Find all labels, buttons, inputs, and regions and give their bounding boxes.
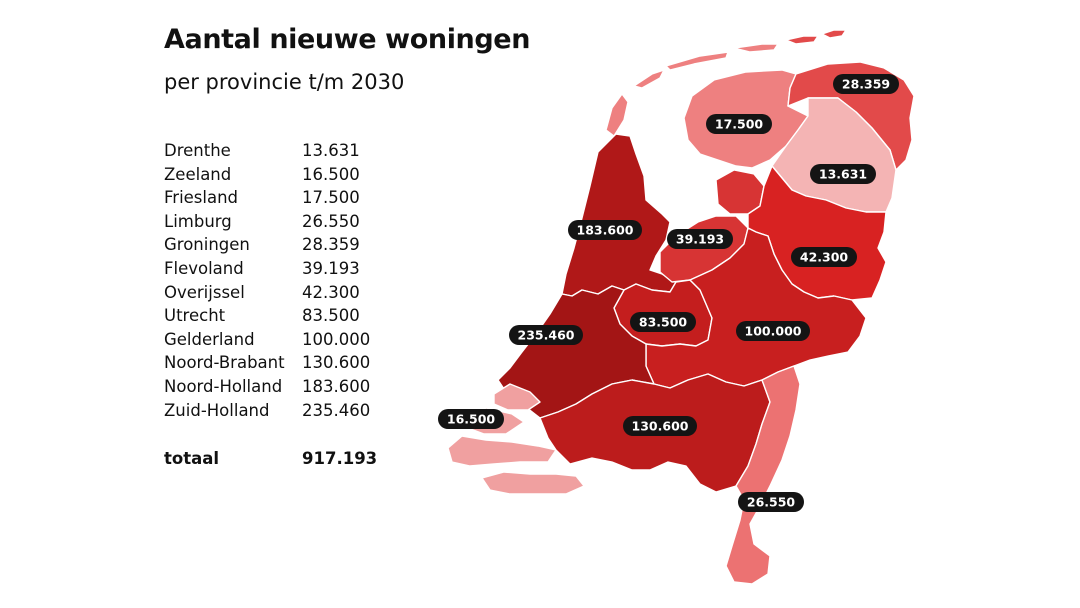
wadden-islands bbox=[605, 29, 847, 137]
map-label-text: 16.500 bbox=[447, 412, 496, 427]
map-label-text: 39.193 bbox=[676, 232, 724, 247]
map-label-background bbox=[509, 325, 583, 345]
map-label-text: 83.500 bbox=[639, 315, 688, 330]
map-label-text: 28.359 bbox=[842, 77, 890, 92]
zeeland-flanders bbox=[481, 471, 585, 495]
province-name: Zuid-Holland bbox=[164, 400, 270, 420]
map-label-background bbox=[706, 114, 772, 134]
zeeland-goeree bbox=[493, 383, 541, 411]
map-label-limburg: 26.550 bbox=[738, 492, 804, 512]
map-label-background bbox=[736, 321, 810, 341]
map-label-background bbox=[810, 164, 876, 184]
province-value: 42.300 bbox=[302, 282, 360, 302]
province-name: Flevoland bbox=[164, 258, 244, 278]
province-value: 26.550 bbox=[302, 211, 360, 231]
province-name: Limburg bbox=[164, 211, 232, 231]
total-value: 917.193 bbox=[302, 449, 378, 468]
island-vlieland bbox=[633, 69, 665, 89]
province-name: Gelderland bbox=[164, 329, 255, 349]
province-value: 39.193 bbox=[302, 258, 360, 278]
map-label-background bbox=[623, 416, 697, 436]
map-label-background bbox=[568, 220, 642, 240]
province-value: 28.359 bbox=[302, 235, 360, 255]
zeeland-walcheren-beveland bbox=[447, 435, 557, 467]
map-label-text: 26.550 bbox=[747, 495, 796, 510]
province-value: 100.000 bbox=[302, 329, 371, 349]
map-label-text: 235.460 bbox=[518, 328, 575, 343]
map-label-drenthe: 13.631 bbox=[810, 164, 876, 184]
chart-title: Aantal nieuwe woningen bbox=[164, 24, 531, 55]
total-label: totaal bbox=[164, 449, 220, 468]
province-value: 13.631 bbox=[302, 141, 360, 160]
map-label-text: 100.000 bbox=[745, 324, 802, 339]
province-value: 17.500 bbox=[302, 188, 360, 208]
map-label-groningen: 28.359 bbox=[833, 74, 899, 94]
province-name: Groningen bbox=[164, 235, 250, 255]
province-value: 183.600 bbox=[302, 376, 371, 396]
province-value: 83.500 bbox=[302, 306, 360, 326]
island-rottumeroog bbox=[821, 29, 847, 39]
chart-subtitle: per provincie t/m 2030 bbox=[164, 70, 405, 94]
map-label-background bbox=[630, 312, 696, 332]
province-limburg bbox=[725, 365, 801, 585]
map-labels: 28.359 17.500 13.631 183.600 39.193 42.300 235… bbox=[438, 74, 899, 512]
map-label-friesland: 17.500 bbox=[706, 114, 772, 134]
map-label-background bbox=[833, 74, 899, 94]
province-value: 130.600 bbox=[302, 353, 371, 373]
map-label-gelderland: 100.000 bbox=[736, 321, 810, 341]
map-label-utrecht: 83.500 bbox=[630, 312, 696, 332]
province-name: Utrecht bbox=[164, 306, 226, 326]
island-terschelling bbox=[665, 51, 729, 71]
map-label-text: 17.500 bbox=[715, 117, 764, 132]
province-value: 235.460 bbox=[302, 400, 371, 420]
map-label-text: 13.631 bbox=[819, 167, 867, 182]
province-name: Zeeland bbox=[164, 164, 232, 184]
map-label-overijssel: 42.300 bbox=[791, 247, 857, 267]
map-label-zuid-holland: 235.460 bbox=[509, 325, 583, 345]
map-label-background bbox=[791, 247, 857, 267]
total-row: totaal 917.193 bbox=[164, 447, 424, 471]
province-name: Overijssel bbox=[164, 282, 245, 302]
map-label-background bbox=[738, 492, 804, 512]
province-name: Noord-Holland bbox=[164, 376, 283, 396]
map-label-background bbox=[667, 229, 733, 249]
map-label-text: 42.300 bbox=[800, 250, 849, 265]
province-name: Noord-Brabant bbox=[164, 353, 285, 373]
island-texel bbox=[605, 93, 629, 137]
map-label-background bbox=[438, 409, 504, 429]
map-label-zeeland: 16.500 bbox=[438, 409, 504, 429]
map-label-text: 183.600 bbox=[577, 223, 634, 238]
map-label-text: 130.600 bbox=[632, 419, 689, 434]
island-ameland bbox=[733, 43, 779, 53]
island-schiermonnikoog bbox=[785, 35, 819, 45]
map-label-flevoland: 39.193 bbox=[667, 229, 733, 249]
province-name: Friesland bbox=[164, 188, 239, 208]
province-value: 16.500 bbox=[302, 164, 360, 184]
map-label-noord-brabant: 130.600 bbox=[623, 416, 697, 436]
map-label-noord-holland: 183.600 bbox=[568, 220, 642, 240]
province-gelderland bbox=[645, 227, 867, 389]
province-name: Drenthe bbox=[164, 141, 231, 160]
province-noord-holland bbox=[561, 133, 677, 297]
